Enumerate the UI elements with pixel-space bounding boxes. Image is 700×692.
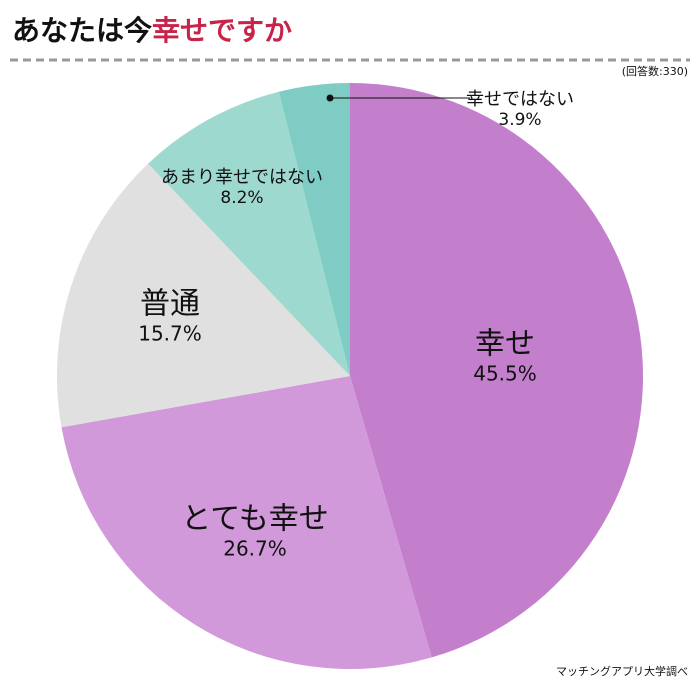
value-label: 26.7% [223,537,287,561]
pie-slice [278,83,350,376]
pie-slice [61,376,432,669]
slice-label: あまり幸せではない [161,167,323,188]
pie-slice [57,163,351,428]
pie-slice [148,91,350,377]
value-label: 8.2% [220,188,263,208]
value-label: 3.9% [498,110,541,130]
slice-label: 普通 [140,287,200,322]
value-label: 45.5% [473,362,537,386]
chart-title: あなたは今幸せですか [12,14,292,47]
title-main: あなたは今 [12,14,152,47]
note: (回答数:330) [622,64,688,78]
slice-label: 幸せではない [466,89,574,110]
title-highlight: 幸せですか [152,14,292,47]
slice-label: 幸せ [475,327,535,362]
source: マッチングアプリ大学調べ [556,664,688,678]
pie-slice [350,83,643,658]
slice-label: とても幸せ [181,502,329,537]
leader-dot [326,94,334,102]
value-label: 15.7% [138,322,202,346]
